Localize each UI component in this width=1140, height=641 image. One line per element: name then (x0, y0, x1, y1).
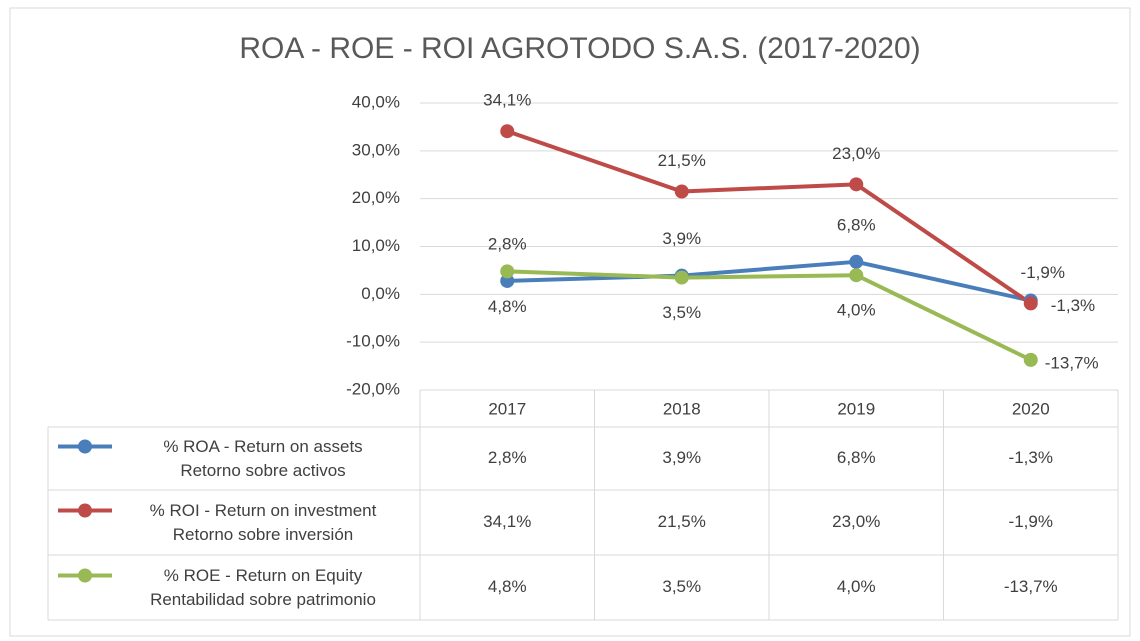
legend-label: % ROA - Return on assets Retorno sobre a… (163, 436, 363, 480)
legend-label: % ROI - Return on investment Retorno sob… (149, 500, 377, 544)
table-value: -13,7% (1004, 577, 1058, 596)
legend-marker (78, 503, 92, 518)
x-tick-label: 2017 (488, 399, 526, 418)
marker (849, 254, 864, 269)
marker (849, 268, 864, 283)
legend-marker (78, 568, 92, 583)
legend-label: % ROE - Return on Equity Rentabilidad so… (150, 565, 376, 609)
table-value: 6,8% (837, 448, 876, 467)
x-tick-label: 2018 (663, 399, 701, 418)
table-value: 21,5% (658, 512, 706, 531)
data-label: 2,8% (488, 234, 527, 253)
legend-marker (78, 439, 92, 454)
data-label: -1,3% (1051, 296, 1095, 315)
table-value: 3,9% (662, 448, 701, 467)
y-tick-label: 10,0% (352, 236, 400, 255)
marker (1023, 296, 1038, 311)
y-tick-label: -20,0% (346, 379, 400, 398)
marker (849, 177, 864, 192)
series-line (507, 259, 1032, 303)
data-label: 23,0% (832, 144, 880, 163)
data-label: 3,5% (662, 303, 701, 322)
marker (500, 273, 515, 288)
table-value: -1,3% (1009, 448, 1053, 467)
y-tick-label: 20,0% (352, 188, 400, 207)
data-label: 6,8% (837, 215, 876, 234)
y-tick-label: -10,0% (346, 332, 400, 351)
data-label: 34,1% (483, 91, 531, 110)
data-label: 21,5% (658, 151, 706, 170)
data-label: -1,9% (1021, 263, 1065, 282)
table-value: 23,0% (832, 512, 880, 531)
table-value: 3,5% (662, 577, 701, 596)
marker (674, 184, 689, 199)
table-value: 34,1% (483, 512, 531, 531)
series-line (507, 269, 1032, 362)
y-tick-label: 40,0% (352, 92, 400, 111)
marker (1023, 352, 1038, 367)
data-label: 3,9% (662, 229, 701, 248)
marker (500, 124, 515, 139)
series-line (506, 129, 1032, 306)
x-tick-label: 2019 (837, 399, 875, 418)
table-value: -1,9% (1009, 512, 1053, 531)
data-label: 4,0% (837, 301, 876, 320)
marker (674, 270, 689, 285)
chart-title: ROA - ROE - ROI AGROTODO S.A.S. (2017-20… (239, 32, 920, 65)
y-tick-label: 30,0% (352, 140, 400, 159)
data-label: -13,7% (1045, 353, 1099, 372)
table-value: 4,8% (488, 577, 527, 596)
y-tick-label: 0,0% (361, 284, 400, 303)
x-tick-label: 2020 (1012, 399, 1050, 418)
data-label: 4,8% (488, 297, 527, 316)
marker (500, 264, 515, 279)
table-value: 2,8% (488, 448, 527, 467)
table-value: 4,0% (837, 577, 876, 596)
